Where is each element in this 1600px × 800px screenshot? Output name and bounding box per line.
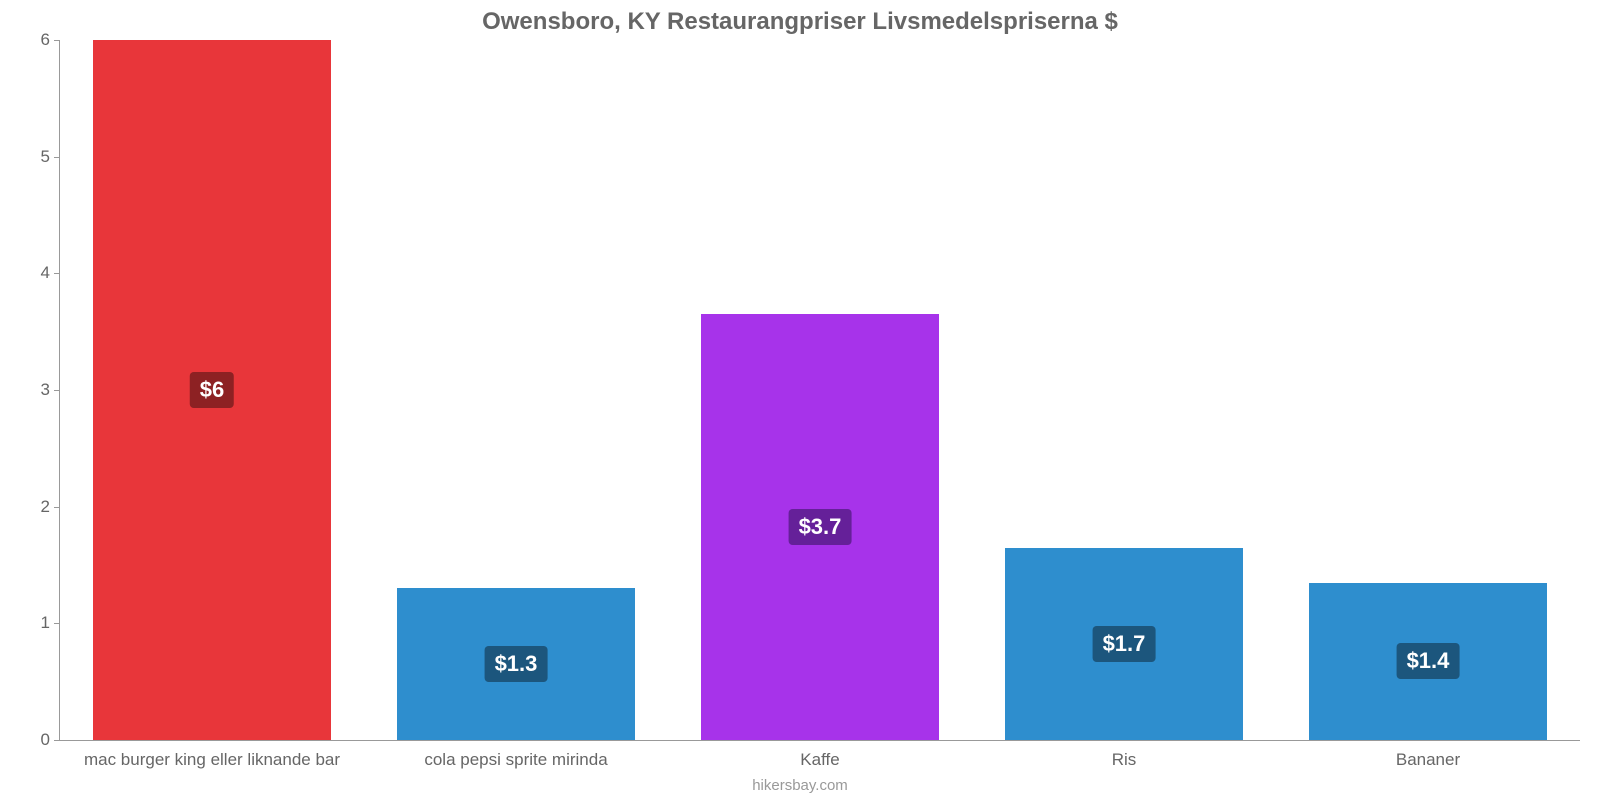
bar: $3.7 xyxy=(701,314,938,740)
x-tick-label: Ris xyxy=(1112,750,1137,770)
x-tick-label: mac burger king eller liknande bar xyxy=(84,750,340,770)
x-axis xyxy=(54,740,1580,741)
bar-value-label: $1.3 xyxy=(485,646,548,682)
y-tick xyxy=(54,740,60,741)
y-tick-label: 3 xyxy=(41,380,50,400)
y-tick xyxy=(54,390,60,391)
bar: $1.3 xyxy=(397,588,634,740)
y-tick-label: 4 xyxy=(41,263,50,283)
bar: $1.4 xyxy=(1309,583,1546,741)
chart-plot: 0123456$6mac burger king eller liknande … xyxy=(60,40,1580,740)
bar: $1.7 xyxy=(1005,548,1242,741)
bar-value-label: $1.7 xyxy=(1093,626,1156,662)
x-tick-label: cola pepsi sprite mirinda xyxy=(424,750,607,770)
x-tick-label: Bananer xyxy=(1396,750,1460,770)
chart-title: Owensboro, KY Restaurangpriser Livsmedel… xyxy=(0,0,1600,36)
y-tick xyxy=(54,273,60,274)
y-tick-label: 5 xyxy=(41,147,50,167)
y-tick-label: 0 xyxy=(41,730,50,750)
y-tick xyxy=(54,507,60,508)
bar-value-label: $1.4 xyxy=(1397,643,1460,679)
y-tick xyxy=(54,623,60,624)
y-tick-label: 1 xyxy=(41,613,50,633)
bar-value-label: $6 xyxy=(190,372,234,408)
bar: $6 xyxy=(93,40,330,740)
y-tick xyxy=(54,40,60,41)
x-tick-label: Kaffe xyxy=(800,750,839,770)
source-label: hikersbay.com xyxy=(752,777,848,794)
y-tick-label: 2 xyxy=(41,497,50,517)
y-tick xyxy=(54,157,60,158)
y-tick-label: 6 xyxy=(41,30,50,50)
plot-area: 0123456$6mac burger king eller liknande … xyxy=(60,40,1580,740)
bar-value-label: $3.7 xyxy=(789,509,852,545)
